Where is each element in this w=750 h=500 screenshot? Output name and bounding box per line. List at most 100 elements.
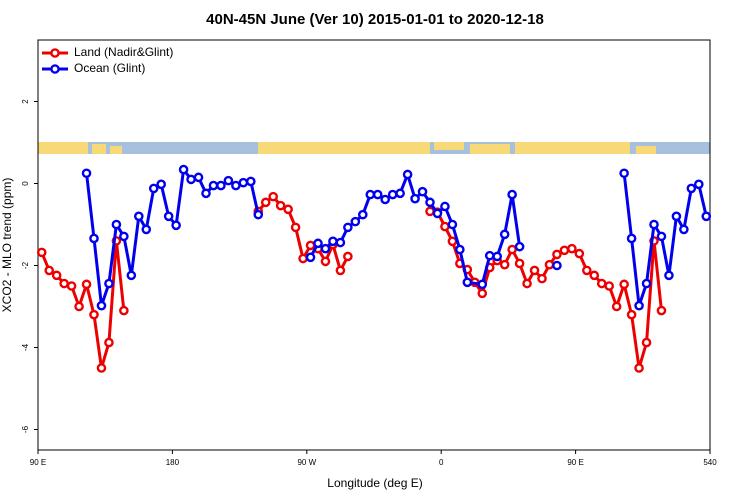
y-tick-label: -4 (21, 343, 30, 351)
point (641, 337, 652, 348)
legend-marker (50, 64, 60, 74)
point (664, 270, 674, 281)
point (559, 245, 570, 256)
point (507, 244, 517, 255)
point (178, 164, 189, 175)
point (223, 175, 234, 186)
point (596, 278, 607, 289)
x-tick-label: 90 W (297, 458, 316, 467)
point (410, 193, 420, 204)
x-tick-label: 0 (439, 458, 444, 467)
point (372, 189, 383, 200)
x-tick-label: 540 (703, 458, 717, 467)
point (395, 188, 405, 199)
point (656, 231, 667, 242)
point (529, 265, 540, 276)
legend: Land (Nadir&Glint) Ocean (Glint) (42, 45, 173, 75)
point (275, 200, 286, 211)
point (402, 169, 413, 180)
point (634, 300, 644, 311)
point (81, 279, 92, 290)
legend-marker (50, 48, 60, 58)
point (268, 191, 279, 202)
point (343, 222, 353, 233)
point (477, 279, 488, 290)
point (626, 309, 637, 320)
point (447, 219, 458, 230)
point (343, 251, 353, 262)
point (216, 180, 226, 191)
chart-title: 40N-45N June (Ver 10) 2015-01-01 to 2020… (206, 11, 544, 28)
point (492, 251, 503, 262)
point (582, 265, 592, 276)
point (163, 211, 174, 222)
point (671, 211, 682, 222)
y-axis-label: XCO2 - MLO trend (ppm) (0, 178, 14, 313)
point (477, 288, 488, 299)
point (641, 278, 652, 289)
point (626, 233, 637, 244)
point (544, 259, 555, 270)
point (59, 278, 69, 289)
point (141, 224, 152, 235)
point (171, 220, 181, 231)
point (611, 301, 622, 312)
point (574, 248, 585, 259)
point (156, 179, 166, 190)
point (425, 197, 435, 208)
point (514, 241, 525, 252)
point (298, 253, 308, 264)
point (119, 231, 129, 242)
point (387, 189, 398, 200)
point (462, 277, 473, 288)
point (484, 250, 495, 261)
point (66, 281, 77, 291)
point (313, 238, 323, 249)
y-tick-label: 2 (21, 99, 30, 104)
point (455, 244, 465, 255)
point (649, 219, 659, 230)
point (104, 278, 114, 289)
point (335, 237, 346, 248)
land-mask-strip (38, 142, 710, 154)
point (507, 189, 517, 200)
point (126, 270, 137, 281)
point (619, 168, 629, 179)
point (208, 180, 219, 191)
point (231, 180, 241, 191)
point (201, 188, 211, 199)
point (96, 363, 107, 373)
point (36, 247, 47, 258)
point (567, 243, 577, 254)
point (74, 301, 84, 312)
point (350, 216, 361, 227)
point (440, 201, 450, 212)
point (537, 273, 547, 284)
y-tick-label: -2 (21, 261, 30, 269)
point (679, 224, 689, 235)
point (133, 211, 144, 222)
point (365, 189, 376, 200)
point (186, 174, 196, 185)
point (193, 172, 204, 183)
point (514, 258, 525, 269)
point (238, 177, 249, 188)
point (357, 209, 368, 220)
x-tick-label: 90 E (30, 458, 46, 467)
point (656, 305, 667, 316)
y-tick-label: 0 (21, 181, 30, 186)
point (619, 279, 629, 290)
point (260, 197, 271, 208)
point (253, 209, 264, 220)
point (634, 363, 644, 373)
point (694, 179, 704, 190)
point (432, 208, 443, 219)
plot-frame (37, 39, 711, 451)
point (81, 168, 92, 179)
point (96, 300, 107, 311)
point (328, 236, 338, 247)
point (417, 186, 428, 197)
point (552, 260, 562, 271)
point (305, 252, 316, 263)
